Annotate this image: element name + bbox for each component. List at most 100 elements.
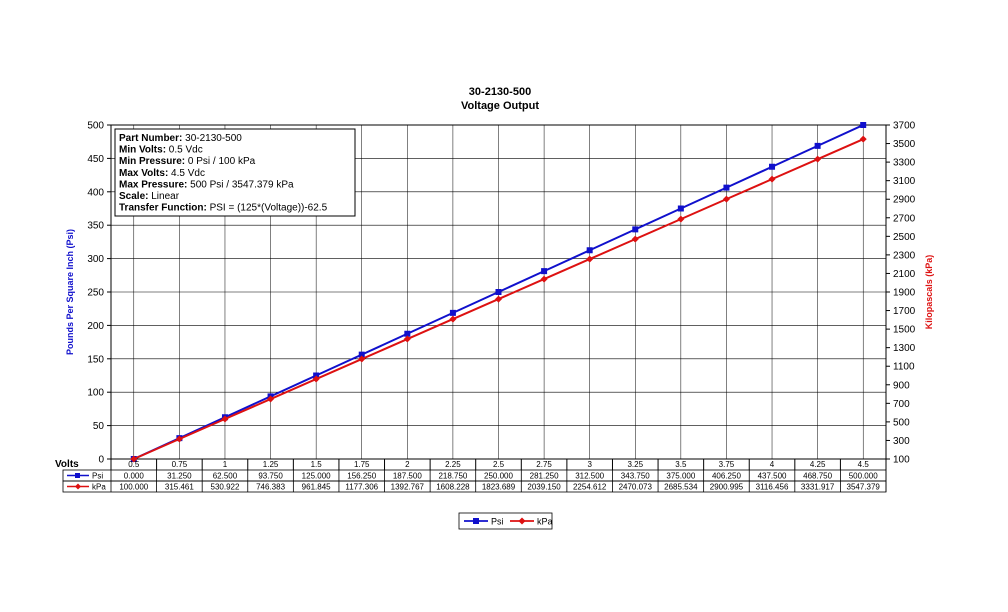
table-cell: 0.000 xyxy=(124,472,145,481)
data-point-psi xyxy=(313,372,320,379)
table-cell: 406.250 xyxy=(712,472,741,481)
series-layer xyxy=(130,122,867,463)
data-point-kpa xyxy=(540,275,548,283)
table-cell: 2254.612 xyxy=(573,483,607,492)
table-cell: 1392.767 xyxy=(391,483,425,492)
table-cell: 187.500 xyxy=(393,472,422,481)
y-tick-label: 50 xyxy=(93,421,105,432)
data-point-psi xyxy=(814,142,821,149)
table-row-label: Psi xyxy=(92,472,103,481)
y2-tick-label: 900 xyxy=(893,380,910,391)
x-tick-label: 1.25 xyxy=(263,460,279,469)
y-tick-label: 150 xyxy=(87,354,104,365)
data-point-psi xyxy=(723,184,730,191)
data-point-kpa xyxy=(130,455,138,463)
chart-title: 30-2130-500 xyxy=(469,86,531,98)
info-value: 0.5 Vdc xyxy=(166,145,203,156)
table-cell: 343.750 xyxy=(621,472,650,481)
table-cell: 746.383 xyxy=(256,483,285,492)
x-tick-label: 3.25 xyxy=(627,460,643,469)
data-point-kpa xyxy=(677,215,685,223)
y2-tick-label: 2100 xyxy=(893,269,916,280)
x-tick-label: 3.75 xyxy=(719,460,735,469)
y2-tick-label: 700 xyxy=(893,399,910,410)
data-point-psi xyxy=(449,309,456,316)
x-tick-label: 3 xyxy=(587,460,592,469)
table-cell: 125.000 xyxy=(302,472,331,481)
data-point-kpa xyxy=(814,155,822,163)
data-point-kpa xyxy=(175,435,183,443)
y-tick-label: 0 xyxy=(98,455,104,466)
y-tick-label: 350 xyxy=(87,221,104,232)
table-key-marker xyxy=(75,473,80,478)
table-cell: 2685.534 xyxy=(664,483,698,492)
data-point-kpa xyxy=(267,395,275,403)
table-cell: 281.250 xyxy=(530,472,559,481)
data-point-kpa xyxy=(631,235,639,243)
info-line: Transfer Function: PSI = (125*(Voltage))… xyxy=(119,203,328,214)
data-point-kpa xyxy=(449,315,457,323)
table-cell: 375.000 xyxy=(666,472,695,481)
y2-tick-label: 3100 xyxy=(893,176,916,187)
y-axis-right: 100 300 500 700 900 1100 1300 1500 1700 1900 2100 2… xyxy=(886,121,916,466)
table-row-label: kPa xyxy=(92,483,106,492)
table-cell: 218.750 xyxy=(438,472,467,481)
x-tick-label: 1.5 xyxy=(311,460,323,469)
legend: Psi kPa xyxy=(458,512,553,530)
info-label: Scale: xyxy=(119,191,148,202)
info-line: Min Pressure: 0 Psi / 100 kPa xyxy=(119,156,256,167)
info-label: Max Pressure: xyxy=(119,179,187,190)
table-cell: 3547.379 xyxy=(847,483,881,492)
info-label: Min Volts: xyxy=(119,145,166,156)
y-tick-label: 400 xyxy=(87,187,104,198)
x-tick-label: 2.25 xyxy=(445,460,461,469)
table-cell: 1177.306 xyxy=(345,483,378,492)
info-value: 30-2130-500 xyxy=(182,133,242,144)
y-axis-title: Pounds Per Square Inch (Psi) xyxy=(65,229,75,355)
y2-tick-label: 1100 xyxy=(893,362,915,373)
x-tick-label: 0.75 xyxy=(172,460,188,469)
table-cell: 2470.073 xyxy=(619,483,653,492)
table-key-marker xyxy=(75,483,81,490)
y2-tick-label: 2300 xyxy=(893,250,916,261)
x-tick-label: 4 xyxy=(770,460,775,469)
data-point-kpa xyxy=(586,255,594,263)
y-tick-label: 300 xyxy=(87,254,104,265)
data-point-kpa xyxy=(221,415,229,423)
data-point-psi xyxy=(541,268,548,275)
x-tick-label: 2 xyxy=(405,460,410,469)
info-line: Min Volts: 0.5 Vdc xyxy=(119,145,203,156)
y2-tick-label: 2700 xyxy=(893,213,916,224)
y-tick-label: 500 xyxy=(87,121,104,132)
data-point-psi xyxy=(632,226,639,233)
data-table: Volts 0.5 0.75 1 1.25 1.5 1.75 2 2.25 2.5 2.75 3 3.2… xyxy=(55,459,887,493)
y2-tick-label: 1700 xyxy=(893,306,916,317)
y2-tick-label: 1300 xyxy=(893,343,916,354)
y-axis-left: 0 50 100 150 200 250 300 350 400 450 500 xyxy=(87,121,111,466)
data-point-kpa xyxy=(358,355,366,363)
table-cell: 500.000 xyxy=(849,472,878,481)
y-tick-label: 450 xyxy=(87,154,104,165)
legend-label: kPa xyxy=(537,517,553,527)
table-cell: 62.500 xyxy=(213,472,238,481)
table-cell: 31.250 xyxy=(167,472,192,481)
legend-frame xyxy=(458,512,553,530)
info-label: Min Pressure: xyxy=(119,156,185,167)
table-cell: 100.000 xyxy=(119,483,148,492)
info-value: 0 Psi / 100 kPa xyxy=(185,156,255,167)
legend-label: Psi xyxy=(491,517,504,527)
info-value: PSI = (125*(Voltage))-62.5 xyxy=(207,203,328,214)
table-cell: 156.250 xyxy=(347,472,376,481)
info-line: Scale: Linear xyxy=(119,191,180,202)
info-label: Transfer Function: xyxy=(119,203,207,214)
info-label: Part Number: xyxy=(119,133,182,144)
data-point-psi xyxy=(404,330,411,337)
table-cell: 3331.917 xyxy=(801,483,835,492)
table-cell: 312.500 xyxy=(575,472,604,481)
x-tick-label: 4.5 xyxy=(858,460,870,469)
table-cell: 530.922 xyxy=(211,483,240,492)
table-cell: 468.750 xyxy=(803,472,832,481)
x-tick-label: 2.5 xyxy=(493,460,505,469)
data-point-kpa xyxy=(312,375,320,383)
